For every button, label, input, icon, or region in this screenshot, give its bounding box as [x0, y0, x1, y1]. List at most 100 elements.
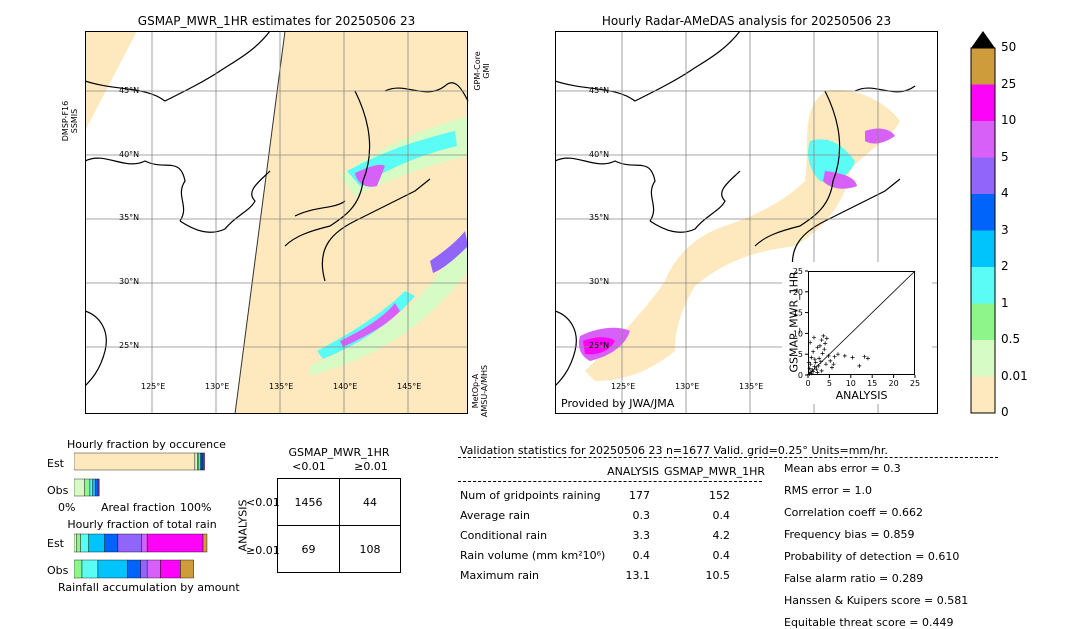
- scatter-point: [809, 355, 814, 360]
- right-lon-135: 135°E: [739, 382, 764, 391]
- left-lat-40: 40°N: [119, 150, 140, 159]
- validation-score: RMS error = 1.0: [784, 484, 872, 497]
- scatter-point: [811, 369, 816, 374]
- contingency-table: 1456 44 69 108: [277, 478, 401, 573]
- sensor-left: DMSP-F16 SSMIS: [61, 100, 79, 142]
- left-map-frame: [85, 31, 468, 414]
- contingency-cell: 44: [363, 496, 377, 509]
- bar-segment: [98, 478, 100, 497]
- colorbar-label: 25: [1001, 76, 1017, 91]
- contingency-title: GSMAP_MWR_1HR: [288, 446, 390, 459]
- occurrence-x-end: 100%: [180, 501, 212, 514]
- scatter-point: [862, 354, 867, 359]
- validation-row-label: Average rain: [460, 509, 530, 522]
- scatter-xtick-label: 25: [910, 379, 920, 388]
- scatter-point: [822, 347, 827, 352]
- bar-segment: [76, 533, 81, 553]
- scatter-yticks: 0 5 10 15 20 25: [793, 267, 808, 380]
- scatter-point: [812, 364, 817, 369]
- validation-row-label: Conditional rain: [460, 529, 548, 542]
- bar-segment: [127, 559, 141, 579]
- right-lat-30: 30°N: [589, 277, 610, 286]
- scatter-point: [817, 343, 822, 348]
- colorbar-box: [971, 340, 995, 377]
- sensor-right-top: GPM-Core GMI: [473, 51, 491, 91]
- bar-segment: [89, 478, 93, 497]
- scatter-point: [824, 336, 829, 341]
- scatter-ytick-label: 25: [793, 267, 803, 276]
- scatter-ytick-label: 0: [798, 371, 803, 380]
- occurrence-chart: [74, 452, 205, 497]
- validation-header: Validation statistics for 20250506 23 n=…: [460, 444, 888, 457]
- scatter-point: [828, 358, 833, 363]
- totalrain-chart: [74, 533, 208, 579]
- scatter-point: [831, 362, 836, 367]
- validation-row-analysis: 3.3: [632, 529, 651, 542]
- validation-row-gsmap: 4.2: [712, 529, 731, 542]
- left-lon-145: 145°E: [397, 382, 422, 391]
- occurrence-title: Hourly fraction by occurence: [67, 438, 226, 451]
- bar-segment: [194, 452, 198, 471]
- colorbar-label: 50: [1001, 40, 1017, 54]
- bar-segment: [74, 478, 85, 497]
- colorbar-box: [971, 230, 995, 267]
- right-map-grid: [555, 31, 938, 414]
- totalrain-title: Hourly fraction of total rain: [67, 518, 217, 531]
- validation-score: False alarm ratio = 0.289: [784, 572, 924, 585]
- validation-score: Mean abs error = 0.3: [784, 462, 901, 475]
- scatter-point: [807, 366, 812, 371]
- scatter-point: [823, 341, 828, 346]
- validation-row-analysis: 0.3: [632, 509, 651, 522]
- scatter-xtick-label: 20: [889, 379, 899, 388]
- scatter-xtick-label: 0: [805, 379, 810, 388]
- contingency-cell: 108: [359, 543, 381, 556]
- bar-segment: [203, 452, 205, 471]
- bar-segment: [92, 478, 96, 497]
- scatter-points: [806, 333, 870, 377]
- bar-segment: [141, 533, 148, 553]
- scatter-xlabel: ANALYSIS: [835, 389, 888, 402]
- bar-segment: [88, 533, 105, 553]
- validation-score: Hanssen & Kuipers score = 0.581: [784, 594, 969, 607]
- scatter-ytick-label: 10: [793, 329, 803, 338]
- scatter-point: [835, 352, 840, 357]
- scatter-point: [820, 351, 825, 356]
- scatter-point: [850, 355, 855, 360]
- validation-table-divider: [458, 481, 762, 482]
- left-map: [85, 31, 469, 415]
- validation-row-analysis: 177: [629, 489, 650, 502]
- scatter-point: [819, 368, 824, 373]
- bar-segment: [74, 452, 196, 471]
- scatter-plot: 0 5 10 15 20 25 0 5 10 15 20 25: [793, 267, 920, 388]
- left-lon-125: 125°E: [141, 382, 166, 391]
- validation-row-gsmap: 10.5: [705, 569, 731, 582]
- validation-score: Probability of detection = 0.610: [784, 550, 960, 563]
- scatter-point: [865, 356, 870, 361]
- scatter-point: [817, 356, 822, 361]
- bar-segment: [80, 533, 89, 553]
- colorbar-label: 0.5: [1001, 332, 1021, 346]
- validation-row-analysis: 0.4: [632, 549, 651, 562]
- colorbar-label: 4: [1001, 186, 1009, 200]
- bar-segment: [74, 533, 77, 553]
- right-lat-45: 45°N: [589, 86, 610, 95]
- scatter-point: [811, 335, 816, 340]
- validation-score: Correlation coeff = 0.662: [784, 506, 923, 519]
- scatter-point: [808, 340, 813, 345]
- validation-divider: [458, 457, 998, 458]
- totalrain-xlabel: Rainfall accumulation by amount: [58, 581, 240, 594]
- right-lat-25: 25°N: [589, 341, 610, 350]
- scatter-point: [818, 359, 823, 364]
- scatter-ytick-label: 5: [798, 350, 803, 359]
- contingency-col-1: ≥0.01: [354, 460, 388, 473]
- totalrain-obs-label: Obs: [47, 564, 69, 577]
- validation-row-gsmap: 152: [709, 489, 730, 502]
- validation-row-label: Num of gridpoints raining: [460, 489, 601, 502]
- sensor-right-bottom: MetOp-A AMSU-A/MHS: [471, 364, 489, 418]
- colorbar-box: [971, 267, 995, 304]
- left-lat-25: 25°N: [119, 341, 140, 350]
- right-lon-130: 130°E: [675, 382, 700, 391]
- right-lon-125: 125°E: [611, 382, 636, 391]
- colorbar-over-triangle: [971, 31, 995, 48]
- scatter-point: [821, 333, 826, 338]
